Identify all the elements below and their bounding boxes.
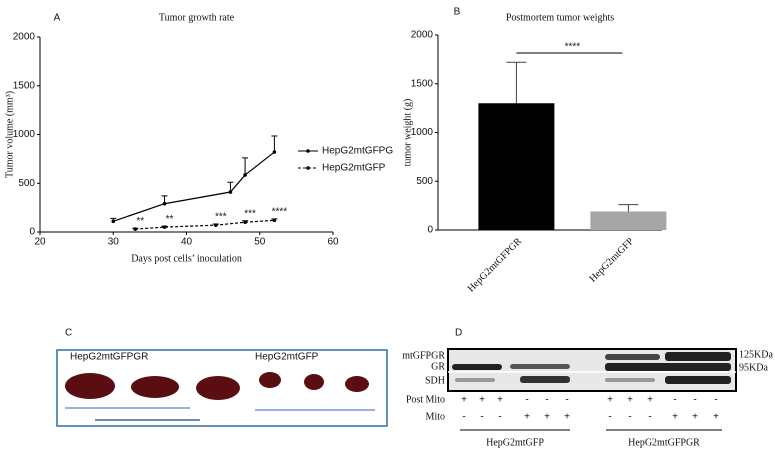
y-tick-label: 500: [18, 178, 35, 189]
data-point: [243, 220, 247, 225]
photo-label: HepG2mtGFPGR: [70, 352, 148, 363]
photo-label: HepG2mtGFP: [255, 352, 319, 363]
significance-label: ***: [244, 208, 256, 219]
legend-marker: [306, 149, 310, 153]
data-point: [162, 225, 167, 229]
x-tick-label: 50: [254, 237, 266, 248]
lane-sign: -: [545, 395, 548, 406]
bar: [590, 211, 667, 230]
series-line: [135, 219, 275, 230]
significance-label: ****: [272, 206, 288, 217]
lane-sign: +: [497, 395, 503, 406]
chart-title: Tumor growth rate: [159, 12, 235, 23]
y-tick-label: 1000: [411, 127, 434, 138]
y-tick-label: 1500: [13, 80, 36, 91]
x-tick-label: HepG2mtGFPGR: [466, 236, 525, 295]
row-label: Post Mito: [406, 394, 445, 405]
panel-label: B: [454, 7, 461, 18]
data-point: [162, 201, 167, 206]
lane-sign: -: [525, 395, 528, 406]
bar: [478, 103, 555, 230]
panel-label: A: [54, 13, 61, 24]
panel-label: D: [455, 328, 462, 339]
panel-label: C: [65, 328, 72, 339]
x-tick-label: 30: [108, 237, 120, 248]
x-tick-label: 60: [327, 237, 339, 248]
y-tick-label: 1500: [411, 78, 434, 89]
data-point: [243, 173, 247, 177]
error-bar: [242, 157, 249, 175]
group-label: HepG2mtGFPGR: [628, 437, 700, 448]
lane-sign: -: [648, 412, 651, 423]
x-tick-label: 20: [34, 237, 46, 248]
lane-sign: +: [524, 412, 530, 423]
x-tick-label: 40: [181, 237, 193, 248]
y-axis-label: tumor weight (g): [402, 99, 413, 167]
data-point: [214, 223, 218, 227]
y-axis-label: Tumor volume (mm³): [4, 91, 15, 178]
y-tick-label: 0: [427, 225, 433, 236]
group-label: HepG2mtGFP: [486, 437, 544, 448]
y-tick-label: 2000: [411, 30, 434, 41]
data-point: [133, 227, 138, 231]
tumor-photo: [56, 349, 388, 427]
band-label: mtGFPGR: [402, 350, 445, 361]
lane-sign: -: [714, 395, 717, 406]
significance-label: **: [136, 216, 144, 227]
legend-label: HepG2mtGFP: [322, 163, 386, 174]
lane-sign: +: [627, 395, 633, 406]
lane-sign: +: [564, 412, 570, 423]
significance-label: ***: [215, 212, 227, 223]
data-point: [272, 150, 277, 154]
y-tick-label: 2000: [13, 32, 36, 43]
lane-sign: -: [673, 395, 676, 406]
lane-sign: +: [544, 412, 550, 423]
legend-label: HepG2mtGFPG: [322, 146, 393, 157]
lane-sign: -: [462, 412, 465, 423]
lane-sign: +: [672, 412, 678, 423]
lane-sign: -: [498, 412, 501, 423]
band-label: GR: [431, 361, 445, 372]
error-bar: [618, 204, 639, 212]
lane-sign: +: [647, 395, 653, 406]
x-tick-label: HepG2mtGFP: [587, 236, 636, 285]
band-label: SDH: [425, 375, 445, 386]
data-point: [111, 219, 116, 224]
lane-sign: -: [628, 412, 631, 423]
chart-title: Postmortem tumor weights: [506, 12, 614, 23]
lane-sign: +: [692, 412, 698, 423]
lane-sign: +: [479, 395, 485, 406]
significance-label: ****: [565, 42, 581, 53]
error-bar: [506, 61, 527, 104]
legend-marker: [306, 166, 310, 170]
lane-sign: +: [607, 395, 613, 406]
western-blot: [447, 348, 737, 392]
y-tick-label: 0: [29, 227, 35, 238]
lane-sign: -: [608, 412, 611, 423]
significance-label: **: [166, 214, 174, 225]
x-axis-label: Days post cells’ inoculation: [131, 253, 242, 264]
lane-sign: +: [461, 395, 467, 406]
lane-sign: -: [693, 395, 696, 406]
y-tick-label: 500: [416, 176, 433, 187]
error-bar: [271, 135, 278, 153]
row-label: Mito: [426, 411, 445, 422]
lane-sign: -: [480, 412, 483, 423]
y-tick-label: 1000: [13, 129, 36, 140]
data-point: [228, 190, 233, 194]
lane-sign: +: [713, 412, 719, 423]
size-label: 95KDa: [739, 362, 768, 373]
data-point: [272, 218, 277, 223]
lane-sign: -: [565, 395, 568, 406]
size-label: 125KDa: [739, 349, 773, 360]
